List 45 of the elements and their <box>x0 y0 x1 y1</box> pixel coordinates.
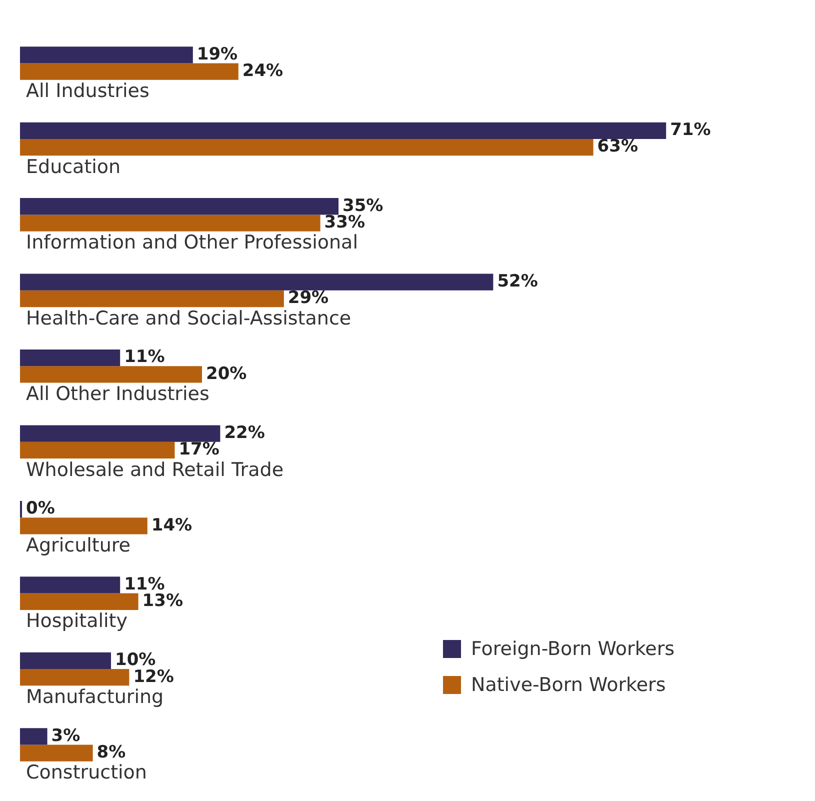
y-tick-label: Health-Care and Social-Assistance <box>26 307 352 330</box>
bar <box>20 744 93 762</box>
data-label: 24% <box>242 61 284 82</box>
y-tick-label: All Industries <box>26 80 150 102</box>
data-label: 11% <box>124 347 165 368</box>
bar <box>20 122 666 139</box>
data-label: 8% <box>96 742 126 762</box>
data-label: 71% <box>670 120 711 140</box>
data-label: 0% <box>26 498 55 519</box>
y-tick-label: Construction <box>26 762 147 784</box>
bar <box>20 593 138 610</box>
bar <box>20 214 320 232</box>
y-tick-label: Manufacturing <box>26 686 164 708</box>
data-label: 22% <box>224 422 265 443</box>
y-tick-label: Education <box>26 156 121 178</box>
data-label: 63% <box>597 136 638 157</box>
bar <box>20 198 338 215</box>
y-tick-label: Agriculture <box>26 534 130 557</box>
data-label: 20% <box>206 364 247 384</box>
y-tick-label: Information and Other Professional <box>26 232 358 254</box>
bar <box>20 366 202 383</box>
data-label: 52% <box>497 272 538 292</box>
bar <box>20 728 48 745</box>
bar <box>20 274 494 290</box>
legend-label: Foreign-Born Workers <box>471 638 675 660</box>
bar <box>20 576 120 594</box>
bar <box>20 518 148 534</box>
y-tick-label: Hospitality <box>26 610 128 632</box>
bar <box>20 652 111 670</box>
legend-label: Native-Born Workers <box>471 674 666 696</box>
bar <box>20 63 238 80</box>
bar <box>20 138 594 156</box>
y-tick-label: Wholesale and Retail Trade <box>26 458 284 481</box>
data-label: 3% <box>51 726 80 746</box>
bar <box>20 425 220 442</box>
bar <box>20 290 284 308</box>
bar <box>20 46 193 64</box>
bar <box>20 442 175 459</box>
bar <box>20 349 120 366</box>
data-label: 14% <box>151 515 192 536</box>
data-label: 29% <box>288 288 329 308</box>
data-label: 17% <box>178 440 220 460</box>
data-label: 19% <box>196 44 238 64</box>
bar <box>20 669 130 686</box>
y-tick-label: All Other Industries <box>26 383 210 406</box>
